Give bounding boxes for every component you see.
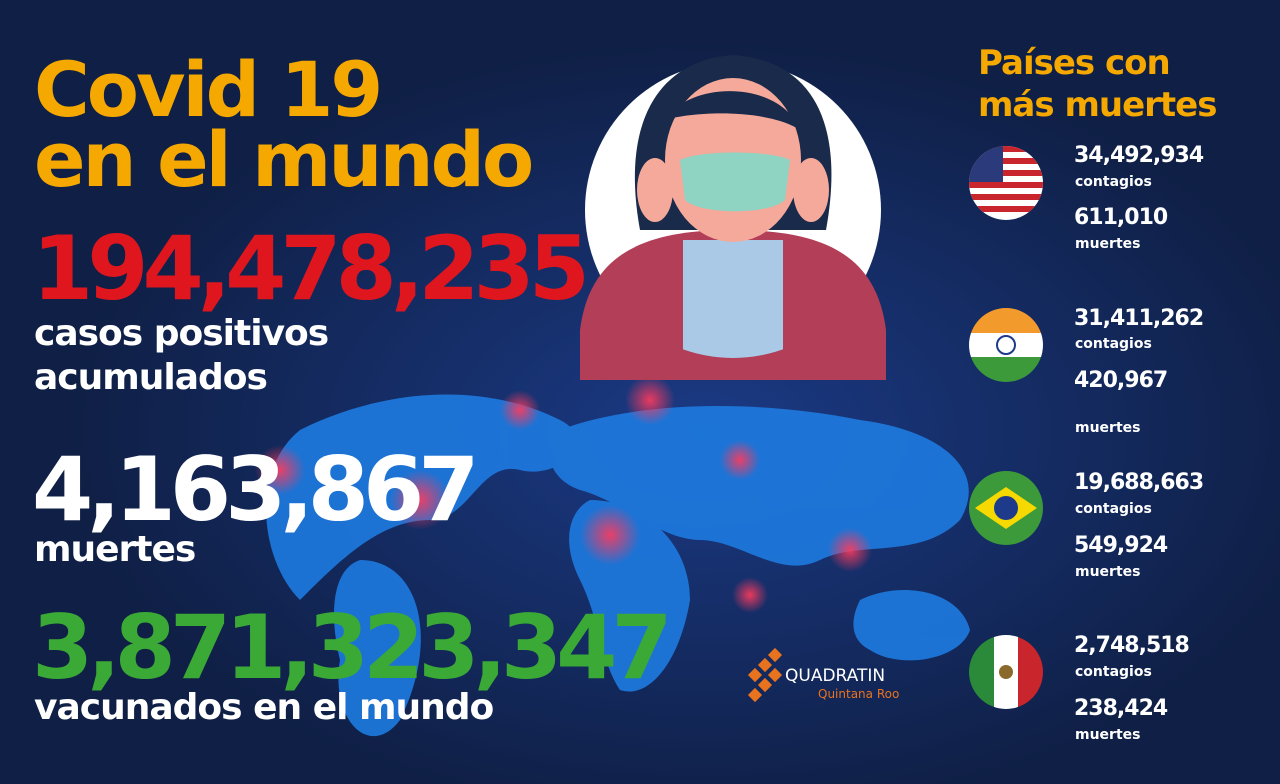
country-cases-label: contagios — [1075, 501, 1152, 517]
hotspots — [255, 375, 872, 613]
stat-label: acumulados — [34, 357, 268, 398]
country-deaths-label: muertes — [1075, 420, 1141, 436]
logo-subtitle: Quintana Roo — [818, 687, 900, 701]
stat-value: 194,478,235 — [32, 217, 590, 320]
country-cases-label: contagios — [1075, 336, 1152, 352]
masked-woman — [580, 55, 886, 380]
country-deaths-label: muertes — [1075, 564, 1141, 580]
stat-label: vacunados en el mundo — [34, 687, 494, 728]
country-cases: 34,492,934 — [1074, 143, 1204, 168]
stat-value: 3,871,323,347 — [32, 596, 673, 699]
logo-name: QUADRATIN — [785, 666, 886, 686]
title: Covid 19 — [34, 45, 383, 134]
country-cases-label: contagios — [1075, 174, 1152, 190]
stat-label: casos positivos — [34, 313, 329, 354]
flag-india — [969, 308, 1043, 382]
stat-value: 4,163,867 — [32, 438, 479, 541]
country-deaths: 611,010 — [1074, 205, 1168, 230]
logo-mark — [747, 647, 783, 703]
flag-mexico — [969, 635, 1043, 709]
country-cases: 19,688,663 — [1074, 470, 1204, 495]
country-cases: 2,748,518 — [1074, 633, 1190, 658]
countries-title: Países con — [978, 43, 1171, 83]
stat-label: muertes — [34, 529, 196, 570]
country-cases: 31,411,262 — [1074, 306, 1204, 331]
country-deaths-label: muertes — [1075, 236, 1141, 252]
flag-usa — [969, 146, 1043, 220]
country-deaths: 238,424 — [1074, 696, 1168, 721]
country-deaths-label: muertes — [1075, 727, 1141, 743]
country-cases-label: contagios — [1075, 664, 1152, 680]
flag-brazil — [969, 471, 1043, 545]
country-deaths: 420,967 — [1074, 368, 1168, 393]
country-deaths: 549,924 — [1074, 533, 1168, 558]
title: en el mundo — [34, 115, 534, 204]
countries-title: más muertes — [978, 85, 1217, 125]
